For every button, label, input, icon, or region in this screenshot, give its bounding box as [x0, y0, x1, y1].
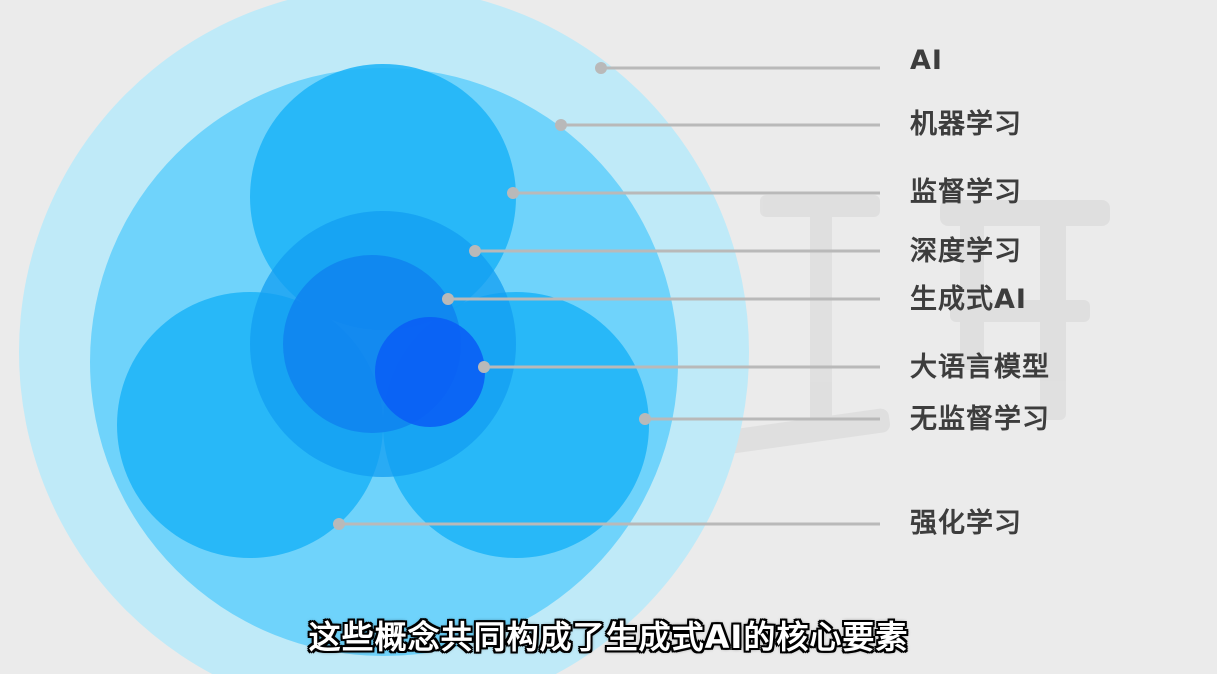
label-reinforcement-learning: 强化学习	[910, 508, 1022, 539]
leader-dot-machine-learning	[555, 119, 567, 131]
leader-dot-supervised-learning	[507, 187, 519, 199]
leader-dot-large-language-model	[478, 361, 490, 373]
leader-dot-ai	[595, 62, 607, 74]
label-deep-learning: 深度学习	[910, 236, 1022, 267]
leader-dot-deep-learning	[469, 245, 481, 257]
label-large-language-model: 大语言模型	[910, 352, 1050, 383]
leader-dot-reinforcement-learning	[333, 518, 345, 530]
label-machine-learning: 机器学习	[910, 109, 1022, 140]
circle-large-language-model	[375, 317, 485, 427]
label-ai: AI	[910, 45, 943, 76]
leader-dot-generative-ai	[442, 293, 454, 305]
leader-dot-unsupervised-learning	[639, 413, 651, 425]
label-generative-ai: 生成式AI	[910, 284, 1027, 315]
label-supervised-learning: 监督学习	[910, 177, 1022, 208]
video-subtitle: 这些概念共同构成了生成式AI的核心要素	[308, 618, 909, 656]
label-unsupervised-learning: 无监督学习	[910, 404, 1050, 435]
